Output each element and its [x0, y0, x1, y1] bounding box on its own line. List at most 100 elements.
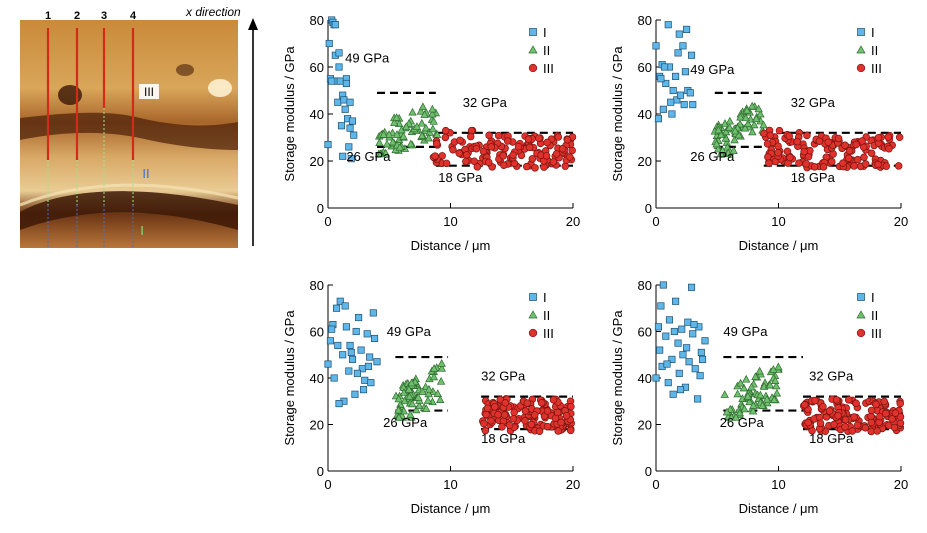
legend-label-I: I — [543, 290, 547, 305]
data-point-series-III — [816, 419, 825, 428]
data-point-series-II — [376, 149, 385, 158]
data-point-series-III — [449, 145, 457, 154]
data-point-series-I — [350, 131, 358, 139]
y-tick-label: 80 — [638, 13, 652, 28]
data-point-series-III — [795, 159, 803, 167]
data-point-series-I — [674, 49, 682, 57]
data-point-series-I — [669, 86, 677, 95]
data-point-series-II — [736, 378, 745, 387]
data-point-series-II — [375, 138, 384, 147]
legend-marker-II — [856, 45, 866, 54]
data-point-series-II — [436, 395, 445, 404]
data-point-series-I — [672, 297, 680, 305]
data-point-series-III — [481, 426, 490, 435]
data-point-series-III — [815, 137, 824, 146]
afm-bright-spot — [208, 79, 232, 97]
data-point-series-III — [848, 427, 857, 435]
data-point-series-II — [436, 376, 446, 385]
data-point-series-III — [554, 133, 563, 141]
data-point-series-I — [689, 330, 697, 338]
data-point-series-II — [774, 362, 783, 371]
data-point-series-III — [828, 157, 836, 166]
afm-arc-boundary — [20, 191, 238, 230]
data-point-series-II — [740, 404, 749, 413]
data-point-series-I — [678, 325, 686, 333]
data-point-series-I — [328, 325, 336, 333]
legend-label-II: II — [871, 308, 878, 323]
data-point-series-III — [455, 149, 463, 157]
afm-image-panel: 1 2 3 4 III II I x direction — [19, 5, 258, 248]
data-point-series-II — [382, 139, 392, 148]
data-point-series-II — [428, 104, 437, 113]
data-point-series-III — [841, 423, 849, 431]
data-point-series-I — [674, 339, 682, 347]
data-point-series-I — [685, 358, 693, 366]
data-point-series-I — [333, 304, 341, 312]
data-point-series-II — [725, 116, 735, 125]
data-point-series-II — [739, 383, 749, 392]
data-point-series-III — [441, 126, 450, 135]
data-point-series-II — [429, 116, 438, 125]
y-tick-label: 60 — [638, 325, 652, 340]
y-tick-label: 20 — [310, 418, 324, 433]
data-point-series-III — [891, 409, 900, 417]
x-axis-label: Distance / μm — [739, 501, 819, 516]
level-annotation: 18 GPa — [791, 170, 836, 185]
data-point-series-I — [663, 360, 671, 368]
data-point-series-II — [424, 384, 434, 393]
data-point-series-I — [701, 337, 709, 345]
chart-panel-bottom-left: 0 20 40 60 80 0 10 20 Distance / μm Storage modul… — [282, 278, 580, 516]
data-point-series-I — [348, 355, 357, 363]
data-point-series-III — [558, 145, 567, 153]
data-point-series-III — [858, 137, 866, 145]
data-point-series-II — [379, 130, 388, 138]
data-point-series-III — [854, 155, 862, 164]
data-point-series-II — [745, 397, 754, 406]
data-point-series-III — [543, 138, 551, 147]
data-point-series-III — [487, 417, 495, 425]
data-point-series-III — [860, 153, 868, 161]
data-point-series-I — [346, 124, 354, 132]
y-tick-label: 20 — [310, 154, 324, 169]
data-point-series-II — [381, 148, 390, 157]
data-point-series-III — [549, 158, 558, 166]
data-point-series-III — [482, 410, 490, 419]
afm-line-number-3: 3 — [101, 10, 107, 22]
data-point-series-III — [535, 134, 543, 142]
data-point-series-I — [668, 110, 676, 118]
data-point-series-I — [665, 316, 674, 324]
region-label-II: II — [142, 166, 149, 181]
data-point-series-III — [861, 160, 870, 168]
data-point-series-II — [429, 372, 439, 381]
legend-label-III: III — [871, 61, 882, 76]
data-point-series-II — [772, 388, 782, 397]
data-point-series-III — [803, 131, 811, 140]
data-point-series-II — [770, 395, 779, 404]
y-tick-label: 0 — [317, 201, 324, 216]
x-tick-label: 20 — [894, 214, 908, 229]
data-point-series-II — [743, 391, 753, 400]
y-tick-label: 80 — [638, 278, 652, 293]
data-point-series-II — [412, 405, 421, 414]
data-point-series-I — [670, 327, 678, 336]
data-point-series-I — [662, 79, 670, 88]
data-point-series-I — [652, 374, 660, 382]
data-point-series-I — [357, 346, 365, 354]
data-point-series-III — [442, 159, 451, 168]
legend-marker-III — [856, 63, 866, 73]
data-point-series-I — [680, 101, 688, 109]
data-point-series-III — [528, 155, 537, 163]
data-point-series-I — [672, 72, 680, 80]
data-point-series-III — [470, 157, 479, 165]
data-point-series-I — [675, 369, 683, 377]
level-annotation: 26 GPa — [346, 149, 391, 164]
data-point-series-I — [687, 283, 696, 291]
data-point-series-II — [390, 118, 399, 126]
data-point-series-III — [760, 129, 768, 138]
data-point-series-I — [373, 358, 381, 366]
data-point-series-I — [342, 323, 350, 331]
data-point-series-II — [392, 113, 401, 121]
data-point-series-II — [420, 110, 429, 118]
legend-label-III: III — [543, 61, 554, 76]
y-tick-label: 80 — [310, 278, 324, 293]
